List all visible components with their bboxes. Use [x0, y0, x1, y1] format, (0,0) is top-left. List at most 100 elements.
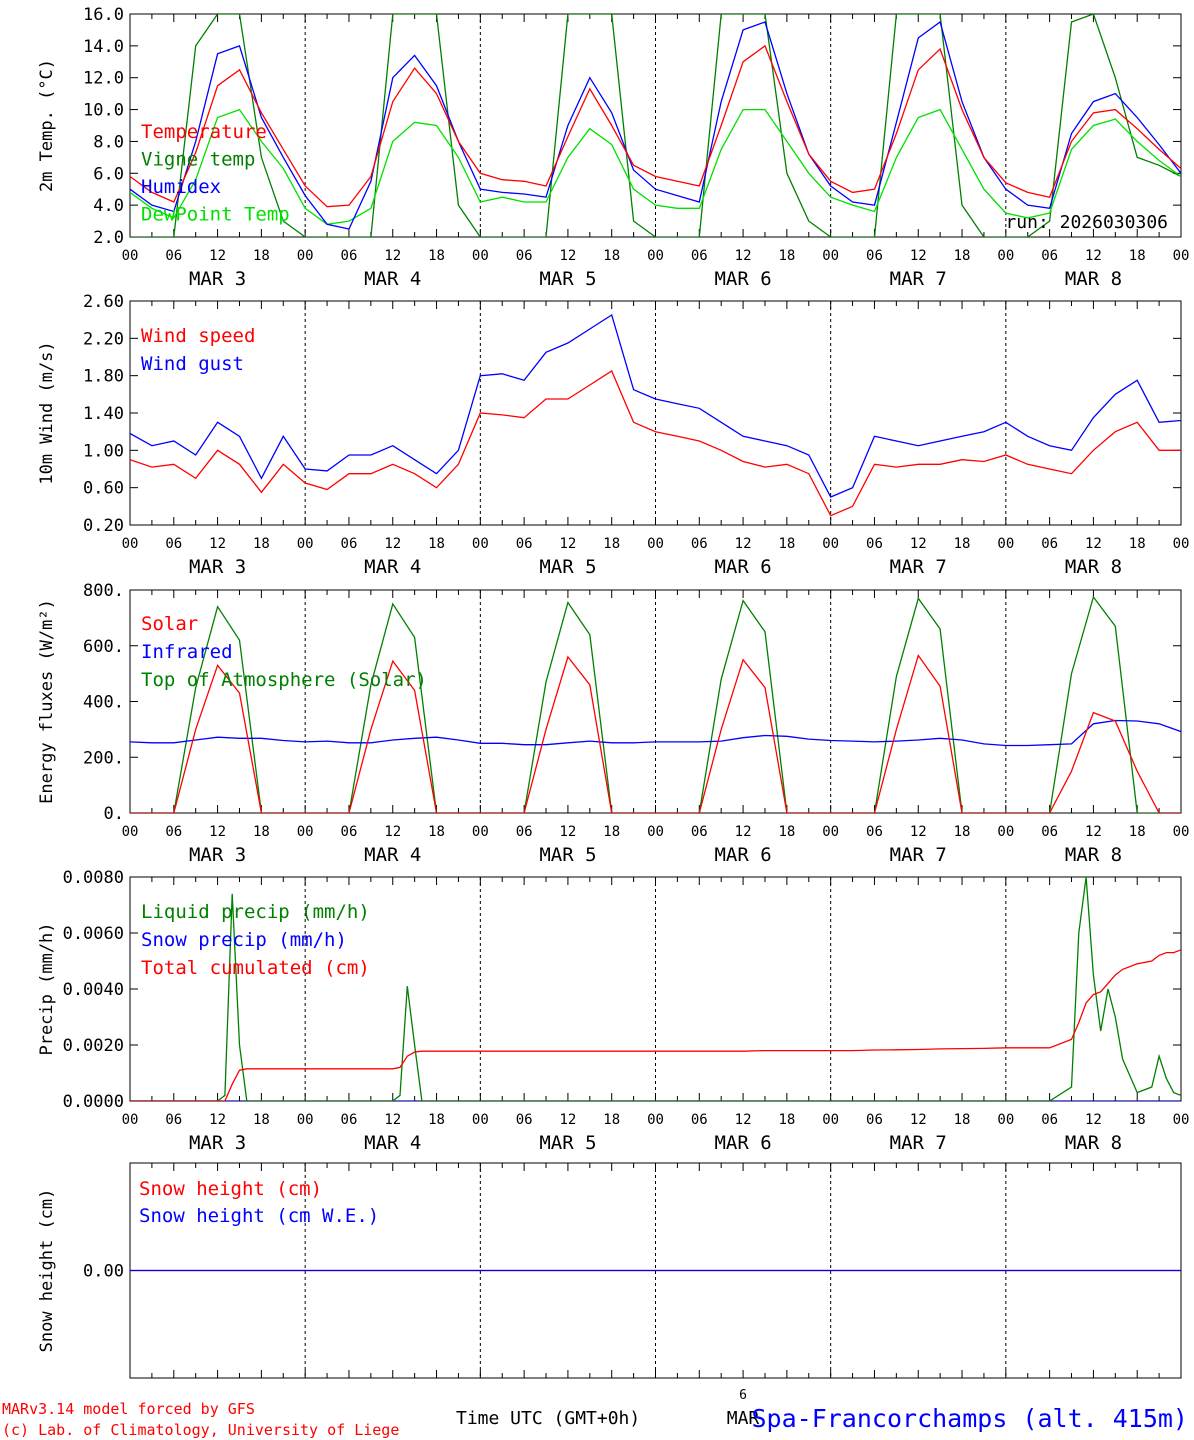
day-label: MAR 5: [539, 844, 596, 866]
day-label: MAR 5: [539, 1132, 596, 1154]
legend-entry: Vigne temp: [141, 149, 255, 171]
hour-tick-label: 12: [910, 536, 927, 552]
run-annotation: run: 2026030306: [1005, 212, 1168, 233]
hour-tick-label: 06: [165, 1112, 182, 1128]
hour-tick-label: 18: [603, 824, 620, 840]
hour-tick-label: 18: [778, 824, 795, 840]
y-tick-label: 16.0: [83, 5, 124, 25]
legend-entry: DewPoint Temp: [141, 204, 290, 226]
hour-tick-label: 12: [384, 824, 401, 840]
y-axis-label: 2m Temp. (°C): [37, 59, 57, 192]
hour-tick-label: 12: [209, 1112, 226, 1128]
legend-entry: Snow height (cm W.E.): [139, 1205, 379, 1227]
hour-tick-label: 06: [341, 536, 358, 552]
series-line-wind-gust: [130, 313, 1181, 498]
hour-tick-label: 00: [822, 824, 839, 840]
hour-tick-label: 00: [472, 536, 489, 552]
hour-tick-label: 12: [735, 824, 752, 840]
legend-entry: Total cumulated (cm): [141, 957, 370, 979]
day-label: MAR 3: [189, 556, 246, 578]
hour-tick-label: 12: [735, 1112, 752, 1128]
day-label: MAR 6: [714, 556, 771, 578]
day-label: MAR 5: [539, 556, 596, 578]
hour-tick-label: 18: [954, 1112, 971, 1128]
legend-entry: Solar: [141, 613, 198, 635]
y-tick-label: 4.0: [93, 196, 124, 216]
legend-entry: Infrared: [141, 641, 233, 663]
day-label: MAR 8: [1065, 844, 1122, 866]
day-label: MAR 7: [890, 1132, 947, 1154]
hour-tick-label: 18: [428, 536, 445, 552]
y-tick-label: 0.: [104, 804, 124, 824]
hour-tick-label: 12: [1085, 248, 1102, 264]
day-label: MAR 8: [1065, 556, 1122, 578]
hour-tick-label: 00: [297, 824, 314, 840]
hour-tick-label: 12: [1085, 1112, 1102, 1128]
hour-tick-label: 06: [165, 248, 182, 264]
y-axis-label: 10m Wind (m/s): [37, 341, 57, 484]
hour-tick-label: 12: [1085, 824, 1102, 840]
y-tick-label: 14.0: [83, 37, 124, 57]
hour-tick-label: 00: [297, 536, 314, 552]
hour-tick-label: 00: [297, 1112, 314, 1128]
hour-tick-label: 12: [209, 248, 226, 264]
y-tick-label: 10.0: [83, 101, 124, 121]
hour-tick-label: 06: [691, 824, 708, 840]
y-axis-label: Snow height (cm): [37, 1189, 57, 1353]
hour-tick-label: 12: [559, 536, 576, 552]
day-label: MAR 4: [364, 268, 421, 290]
hour-tick-label: 18: [253, 824, 270, 840]
series-line-wind-speed: [130, 370, 1181, 517]
legend-entry: Snow precip (mm/h): [141, 929, 347, 951]
hour-tick-label: 00: [122, 824, 139, 840]
plot-frame-2: [129, 589, 1182, 814]
hour-tick-label: 06: [165, 536, 182, 552]
legend-entry: Top of Atmosphere (Solar): [141, 669, 427, 691]
day-label: MAR 7: [890, 844, 947, 866]
hour-tick-label: 18: [253, 248, 270, 264]
y-tick-label: 8.0: [93, 132, 124, 152]
hour-tick-label: 00: [822, 1112, 839, 1128]
day-label: MAR 4: [364, 1132, 421, 1154]
hour-tick-label: 00: [122, 248, 139, 264]
hour-tick-label: 12: [735, 536, 752, 552]
hour-tick-label: 06: [1041, 824, 1058, 840]
y-tick-label: 12.0: [83, 69, 124, 89]
hour-tick-label: 00: [997, 824, 1014, 840]
series-line-temperature: [130, 44, 1181, 208]
hour-tick-label: 00: [1173, 1112, 1190, 1128]
hour-tick-label: 18: [253, 1112, 270, 1128]
hour-tick-label: 00: [1173, 536, 1190, 552]
hour-tick-label: 12: [910, 824, 927, 840]
y-tick-label: 1.00: [83, 441, 124, 461]
y-tick-label: 200.: [83, 748, 124, 768]
y-tick-label: 0.0020: [63, 1036, 124, 1056]
legend-entry: Snow height (cm): [139, 1178, 322, 1200]
hour-tick-label: 12: [910, 248, 927, 264]
day-label: MAR 6: [714, 844, 771, 866]
hour-tick-label: 18: [1129, 248, 1146, 264]
hour-tick-label: 12: [384, 1112, 401, 1128]
y-axis-label: Energy fluxes (W/m²): [37, 599, 57, 804]
y-tick-label: 2.60: [83, 292, 124, 312]
hour-tick-label: 18: [428, 824, 445, 840]
hour-tick-label: 06: [866, 1112, 883, 1128]
legend-entry: Humidex: [141, 176, 221, 198]
hour-tick-label: 18: [954, 536, 971, 552]
stray-day-label: 6: [739, 1388, 747, 1403]
hour-tick-label: 00: [647, 824, 664, 840]
hour-tick-label: 06: [341, 248, 358, 264]
plot-frame-1: [129, 300, 1182, 526]
y-tick-label: 0.60: [83, 479, 124, 499]
hour-tick-label: 06: [866, 824, 883, 840]
hour-tick-label: 18: [954, 248, 971, 264]
y-tick-label: 400.: [83, 693, 124, 713]
hour-tick-label: 12: [559, 248, 576, 264]
hour-tick-label: 00: [472, 248, 489, 264]
hour-tick-label: 12: [209, 536, 226, 552]
hour-tick-label: 00: [997, 248, 1014, 264]
hour-tick-label: 18: [1129, 1112, 1146, 1128]
hour-tick-label: 18: [1129, 536, 1146, 552]
hour-tick-label: 00: [472, 824, 489, 840]
hour-tick-label: 00: [122, 1112, 139, 1128]
